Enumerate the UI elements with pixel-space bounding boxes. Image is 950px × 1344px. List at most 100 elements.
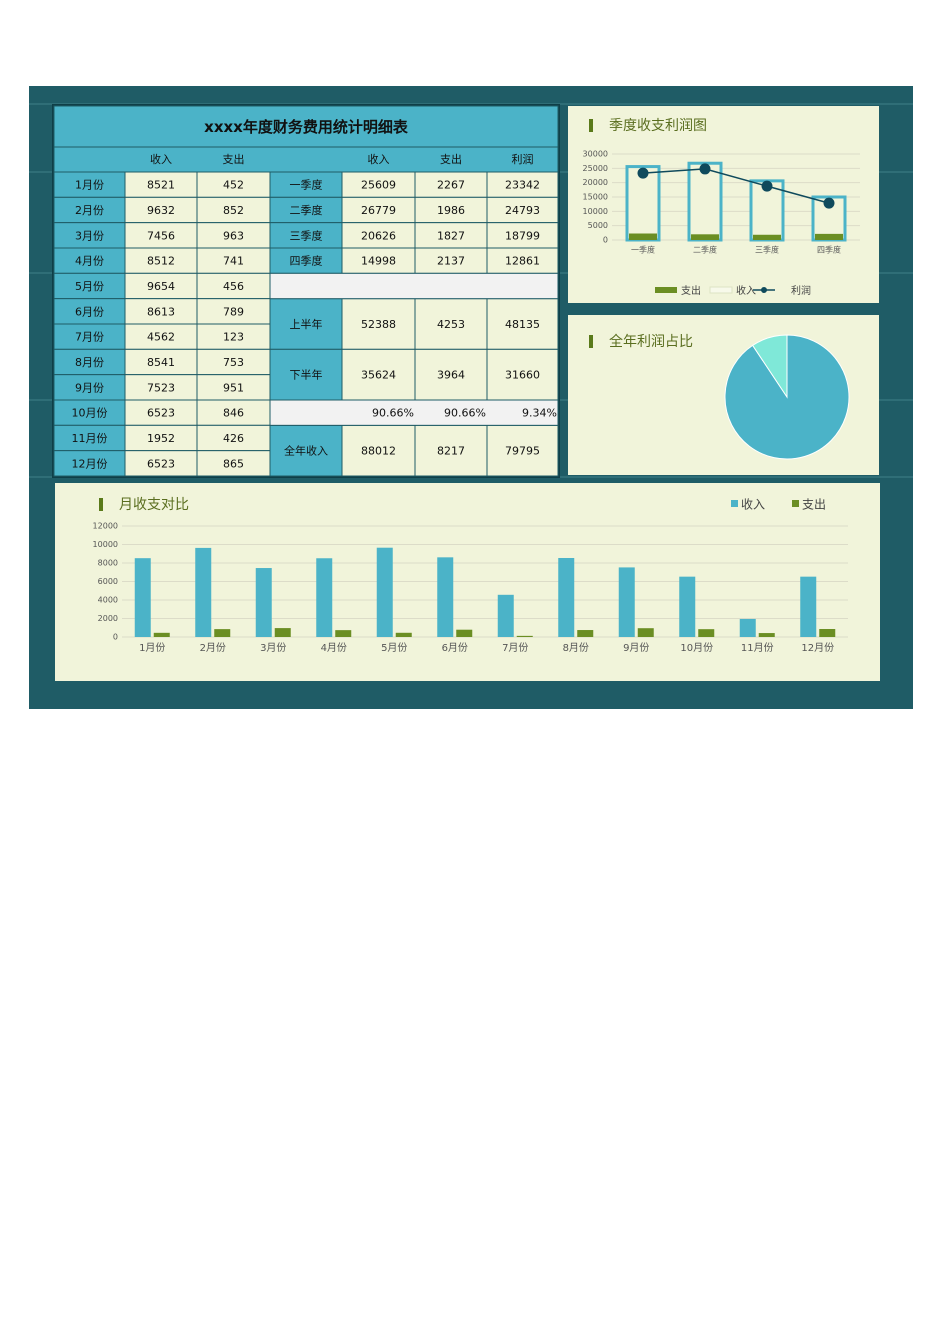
x-tick-label: 9月份 [623,642,649,654]
bar [698,629,715,637]
bar [395,632,412,637]
table-cell [124,424,198,452]
y-tick-label: 6000 [98,577,118,586]
legend-key [731,500,738,507]
x-tick-label: 二季度 [693,245,717,255]
y-tick-label: 30000 [583,150,608,159]
table-cell [414,171,488,198]
bar [739,618,756,637]
y-tick-label: 10000 [583,207,608,216]
title-icon [589,119,593,132]
cell-value: 741 [223,255,244,268]
cell-value: 1827 [437,229,465,242]
cell-value: 88012 [361,445,396,458]
y-tick-label: 10000 [93,540,118,549]
x-tick-label: 3月份 [260,642,286,654]
line-marker [823,197,835,209]
bar [758,633,775,637]
table-cell [414,247,488,274]
table-cell [269,222,343,249]
cell-value: 14998 [361,255,396,268]
table-cell [341,424,416,477]
table-cell [124,171,198,198]
cell-value: 951 [223,381,244,394]
table-cell [53,222,126,249]
row-label: 下半年 [290,368,323,382]
table-cell [196,348,271,376]
cell-value: 9654 [147,280,175,293]
bar [637,628,654,637]
ratio-row [269,399,559,426]
row-label: 3月份 [75,229,104,242]
cell-value: 25609 [361,179,396,192]
y-tick-label: 4000 [98,596,118,605]
legend-label: 支出 [802,498,826,512]
table-cell [486,222,559,249]
cell-value: 9632 [147,204,175,217]
table-cell [124,374,198,401]
cell-value: 963 [223,229,244,242]
x-tick-label: 2月份 [200,642,226,654]
table-cell [196,424,271,452]
bar [214,629,231,637]
bar [815,233,843,240]
row-label: 10月份 [72,407,108,420]
bar [456,629,473,637]
y-tick-label: 20000 [583,178,608,187]
column-header: 支出 [223,152,245,166]
row-label: 9月份 [75,381,104,394]
cell-value: 2137 [437,255,465,268]
chart-title: 月收支对比 [119,497,189,513]
table-cell [196,399,271,426]
bar [437,557,454,637]
cell-value: 3964 [437,369,465,382]
row-label: 8月份 [75,356,104,369]
cell-value: 20626 [361,229,396,242]
table-cell [486,247,559,274]
row-label: 三季度 [290,228,323,242]
x-tick-label: 三季度 [755,245,779,255]
x-tick-label: 6月份 [442,642,468,654]
x-tick-label: 四季度 [817,245,841,255]
cell-value: 8541 [147,356,175,369]
cell-value: 6523 [147,457,175,470]
table-cell [53,105,559,148]
bar [134,558,151,637]
table-cell [486,298,559,350]
y-tick-label: 15000 [583,193,608,202]
bar [819,628,836,637]
bar [316,558,333,637]
row-label: 上半年 [290,317,323,331]
bar [691,234,719,240]
legend-key [792,500,799,507]
table-cell [124,298,198,325]
column-header: 支出 [440,152,462,166]
row-label: 四季度 [290,254,323,268]
x-tick-label: 5月份 [381,642,407,654]
cell-value: 4562 [147,331,175,344]
table-cell [124,450,198,477]
ratio-value: 9.34% [522,407,557,420]
pie-slice [751,334,788,399]
legend-label: 收入 [741,498,765,512]
cell-value: 8217 [437,445,465,458]
cell-value: 8521 [147,179,175,192]
row-label: 11月份 [72,432,108,445]
table-cell [486,424,559,477]
bar [800,576,817,637]
column-header: 收入 [150,152,172,166]
column-header: 利润 [512,152,534,166]
table-cell [269,196,343,224]
x-tick-label: 一季度 [631,245,655,255]
ratio-value: 90.66% [444,407,486,420]
bar [516,635,533,637]
x-tick-label: 12月份 [801,642,834,654]
x-tick-label: 7月份 [502,642,528,654]
y-tick-label: 25000 [583,164,608,173]
table-cell [269,424,343,477]
cell-value: 846 [223,407,244,420]
chart-title: 全年利润占比 [609,333,693,350]
bar [577,630,594,637]
